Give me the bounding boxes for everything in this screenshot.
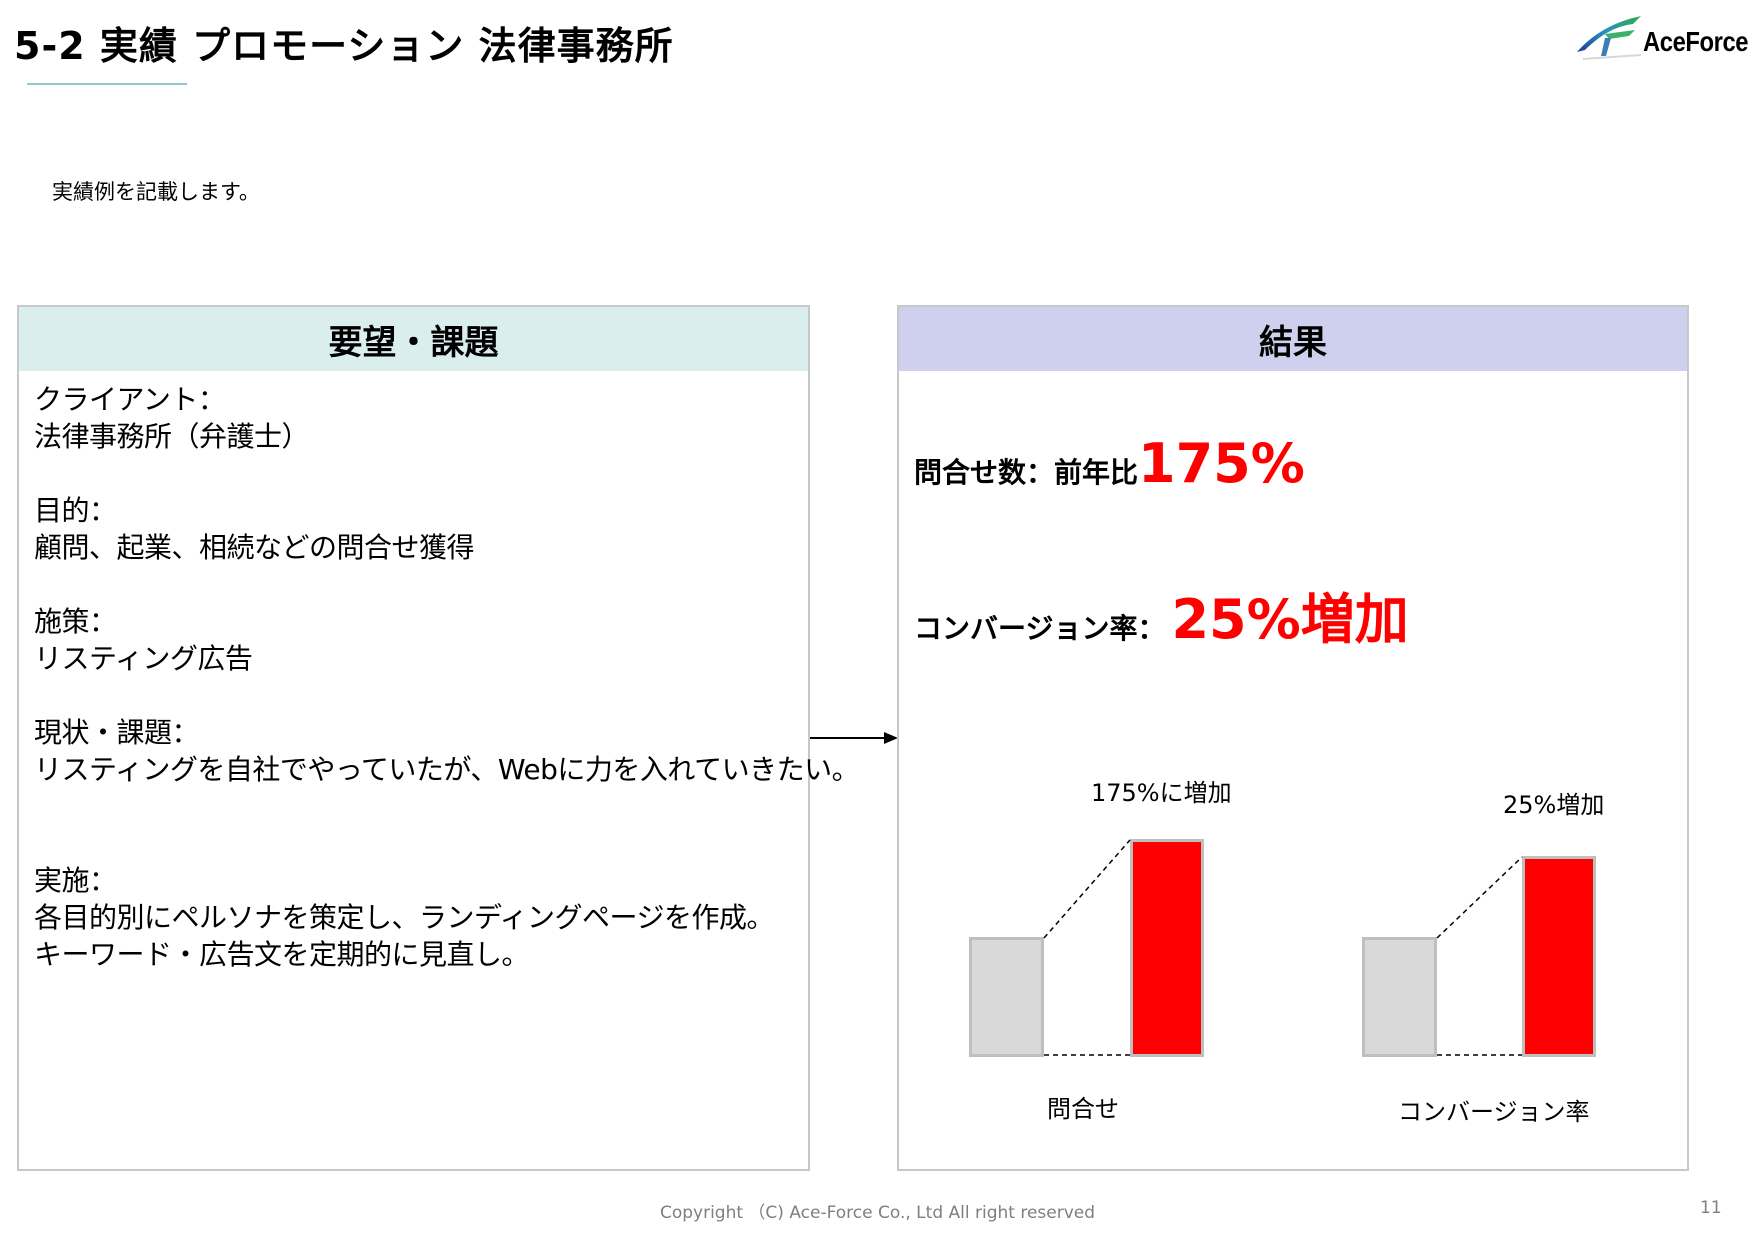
measure-label: 施策： bbox=[34, 605, 117, 638]
copyright-footer: Copyright （C) Ace-Force Co., Ltd All rig… bbox=[659, 1203, 1096, 1223]
inquiry-metric-value: 175% bbox=[1138, 432, 1305, 495]
inquiry-metric-label: 問合せ数：前年比 bbox=[914, 456, 1139, 489]
conversion-connector-lines bbox=[1436, 856, 1523, 1056]
purpose-value: 顧問、起業、相続などの問合せ獲得 bbox=[34, 531, 475, 564]
implementation-label: 実施： bbox=[34, 864, 117, 897]
results-panel: 結果 問合せ数：前年比175% コンバージョン率： 25%増加 175%に増加 問… bbox=[897, 305, 1689, 1171]
inquiry-connector-lines bbox=[1043, 839, 1131, 1056]
logo-text: AceForce bbox=[1643, 26, 1749, 57]
inquiry-metric: 問合せ数：前年比175% bbox=[914, 432, 1305, 495]
measure-value: リスティング広告 bbox=[34, 642, 253, 675]
results-panel-title: 結果 bbox=[899, 307, 1687, 371]
conversion-bar-before bbox=[1362, 937, 1437, 1057]
conversion-metric-value: 25%増加 bbox=[1171, 588, 1409, 651]
implementation-line-1: 各目的別にペルソナを策定し、ランディングページを作成。 bbox=[34, 901, 774, 934]
page-title: 5-2 実績 プロモーション 法律事務所 bbox=[14, 24, 674, 68]
purpose-label: 目的： bbox=[34, 494, 117, 527]
purpose-block: 目的： 顧問、起業、相続などの問合せ獲得 bbox=[34, 492, 793, 566]
page-number: 11 bbox=[1700, 1198, 1722, 1218]
title-underline bbox=[27, 83, 187, 85]
inquiry-bar-before bbox=[969, 937, 1044, 1057]
client-block: クライアント： 法律事務所（弁護士） bbox=[34, 381, 793, 455]
client-label: クライアント： bbox=[34, 383, 226, 416]
intro-text: 実績例を記載します。 bbox=[52, 180, 260, 204]
inquiry-chart-title: 175%に増加 bbox=[1091, 779, 1232, 807]
requirements-panel: 要望・課題 クライアント： 法律事務所（弁護士） 目的： 顧問、起業、相続などの… bbox=[17, 305, 860, 1171]
client-value: 法律事務所（弁護士） bbox=[34, 420, 310, 453]
measure-block: 施策： リスティング広告 bbox=[34, 603, 793, 677]
conversion-metric-label: コンバージョン率： bbox=[914, 612, 1166, 645]
requirements-panel-title: 要望・課題 bbox=[19, 307, 808, 371]
conversion-metric: コンバージョン率： 25%増加 bbox=[914, 575, 1409, 654]
arrow-right-icon bbox=[810, 732, 898, 744]
status-block: 現状・課題： リスティングを自社でやっていたが、Webに力を入れていきたい。 bbox=[34, 714, 860, 788]
conversion-chart-category: コンバージョン率 bbox=[1398, 1098, 1590, 1126]
inquiry-bar-after bbox=[1130, 839, 1204, 1057]
conversion-bar-after bbox=[1522, 856, 1596, 1057]
status-value: リスティングを自社でやっていたが、Webに力を入れていきたい。 bbox=[34, 753, 860, 786]
status-label: 現状・課題： bbox=[34, 716, 200, 749]
conversion-chart-title: 25%増加 bbox=[1503, 791, 1605, 819]
implementation-block: 実施： 各目的別にペルソナを策定し、ランディングページを作成。 キーワード・広告… bbox=[34, 862, 793, 973]
logo-swoosh-icon bbox=[1577, 16, 1641, 60]
aceforce-logo: AceForce bbox=[1575, 12, 1755, 66]
inquiry-chart-category: 問合せ bbox=[1047, 1095, 1119, 1123]
implementation-line-2: キーワード・広告文を定期的に見直し。 bbox=[34, 938, 530, 971]
requirements-content: クライアント： 法律事務所（弁護士） 目的： 顧問、起業、相続などの問合せ獲得 … bbox=[19, 371, 860, 1020]
